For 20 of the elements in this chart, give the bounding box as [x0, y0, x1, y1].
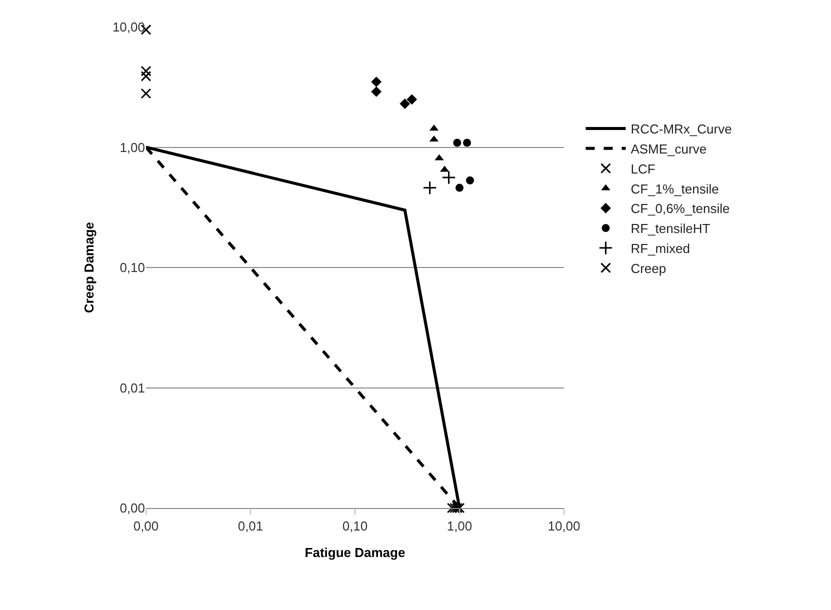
y-tick-label: 0,01 — [120, 380, 145, 396]
y-tick-label: 0,00 — [120, 500, 145, 516]
x-tick-label: 1,00 — [446, 518, 472, 534]
legend-label: CF_0,6%_tensile — [630, 201, 730, 216]
legend-label: Creep — [630, 260, 666, 276]
legend-label: RCC-MRx_Curve — [630, 122, 732, 137]
x-tick-label: 0,10 — [342, 518, 368, 534]
legend-label: LCF — [630, 161, 656, 176]
y-tick-label: 1,00 — [120, 140, 145, 155]
x-axis-title: Fatigue Damage — [304, 545, 406, 560]
y-axis-title: Creep Damage — [81, 222, 96, 314]
y-tick-label: 10,00 — [112, 20, 145, 35]
x-tick-label: 0,00 — [133, 518, 159, 534]
legend-label: CF_1%_tensile — [630, 181, 719, 196]
legend-label: RF_tensileHT — [630, 221, 710, 236]
legend-label: ASME_curve — [630, 142, 707, 156]
x-tick-label: 10,00 — [548, 518, 580, 534]
x-tick-label: 0,01 — [238, 518, 264, 534]
y-tick-label: 0,10 — [120, 260, 145, 276]
legend-label: RF_mixed — [630, 241, 690, 256]
